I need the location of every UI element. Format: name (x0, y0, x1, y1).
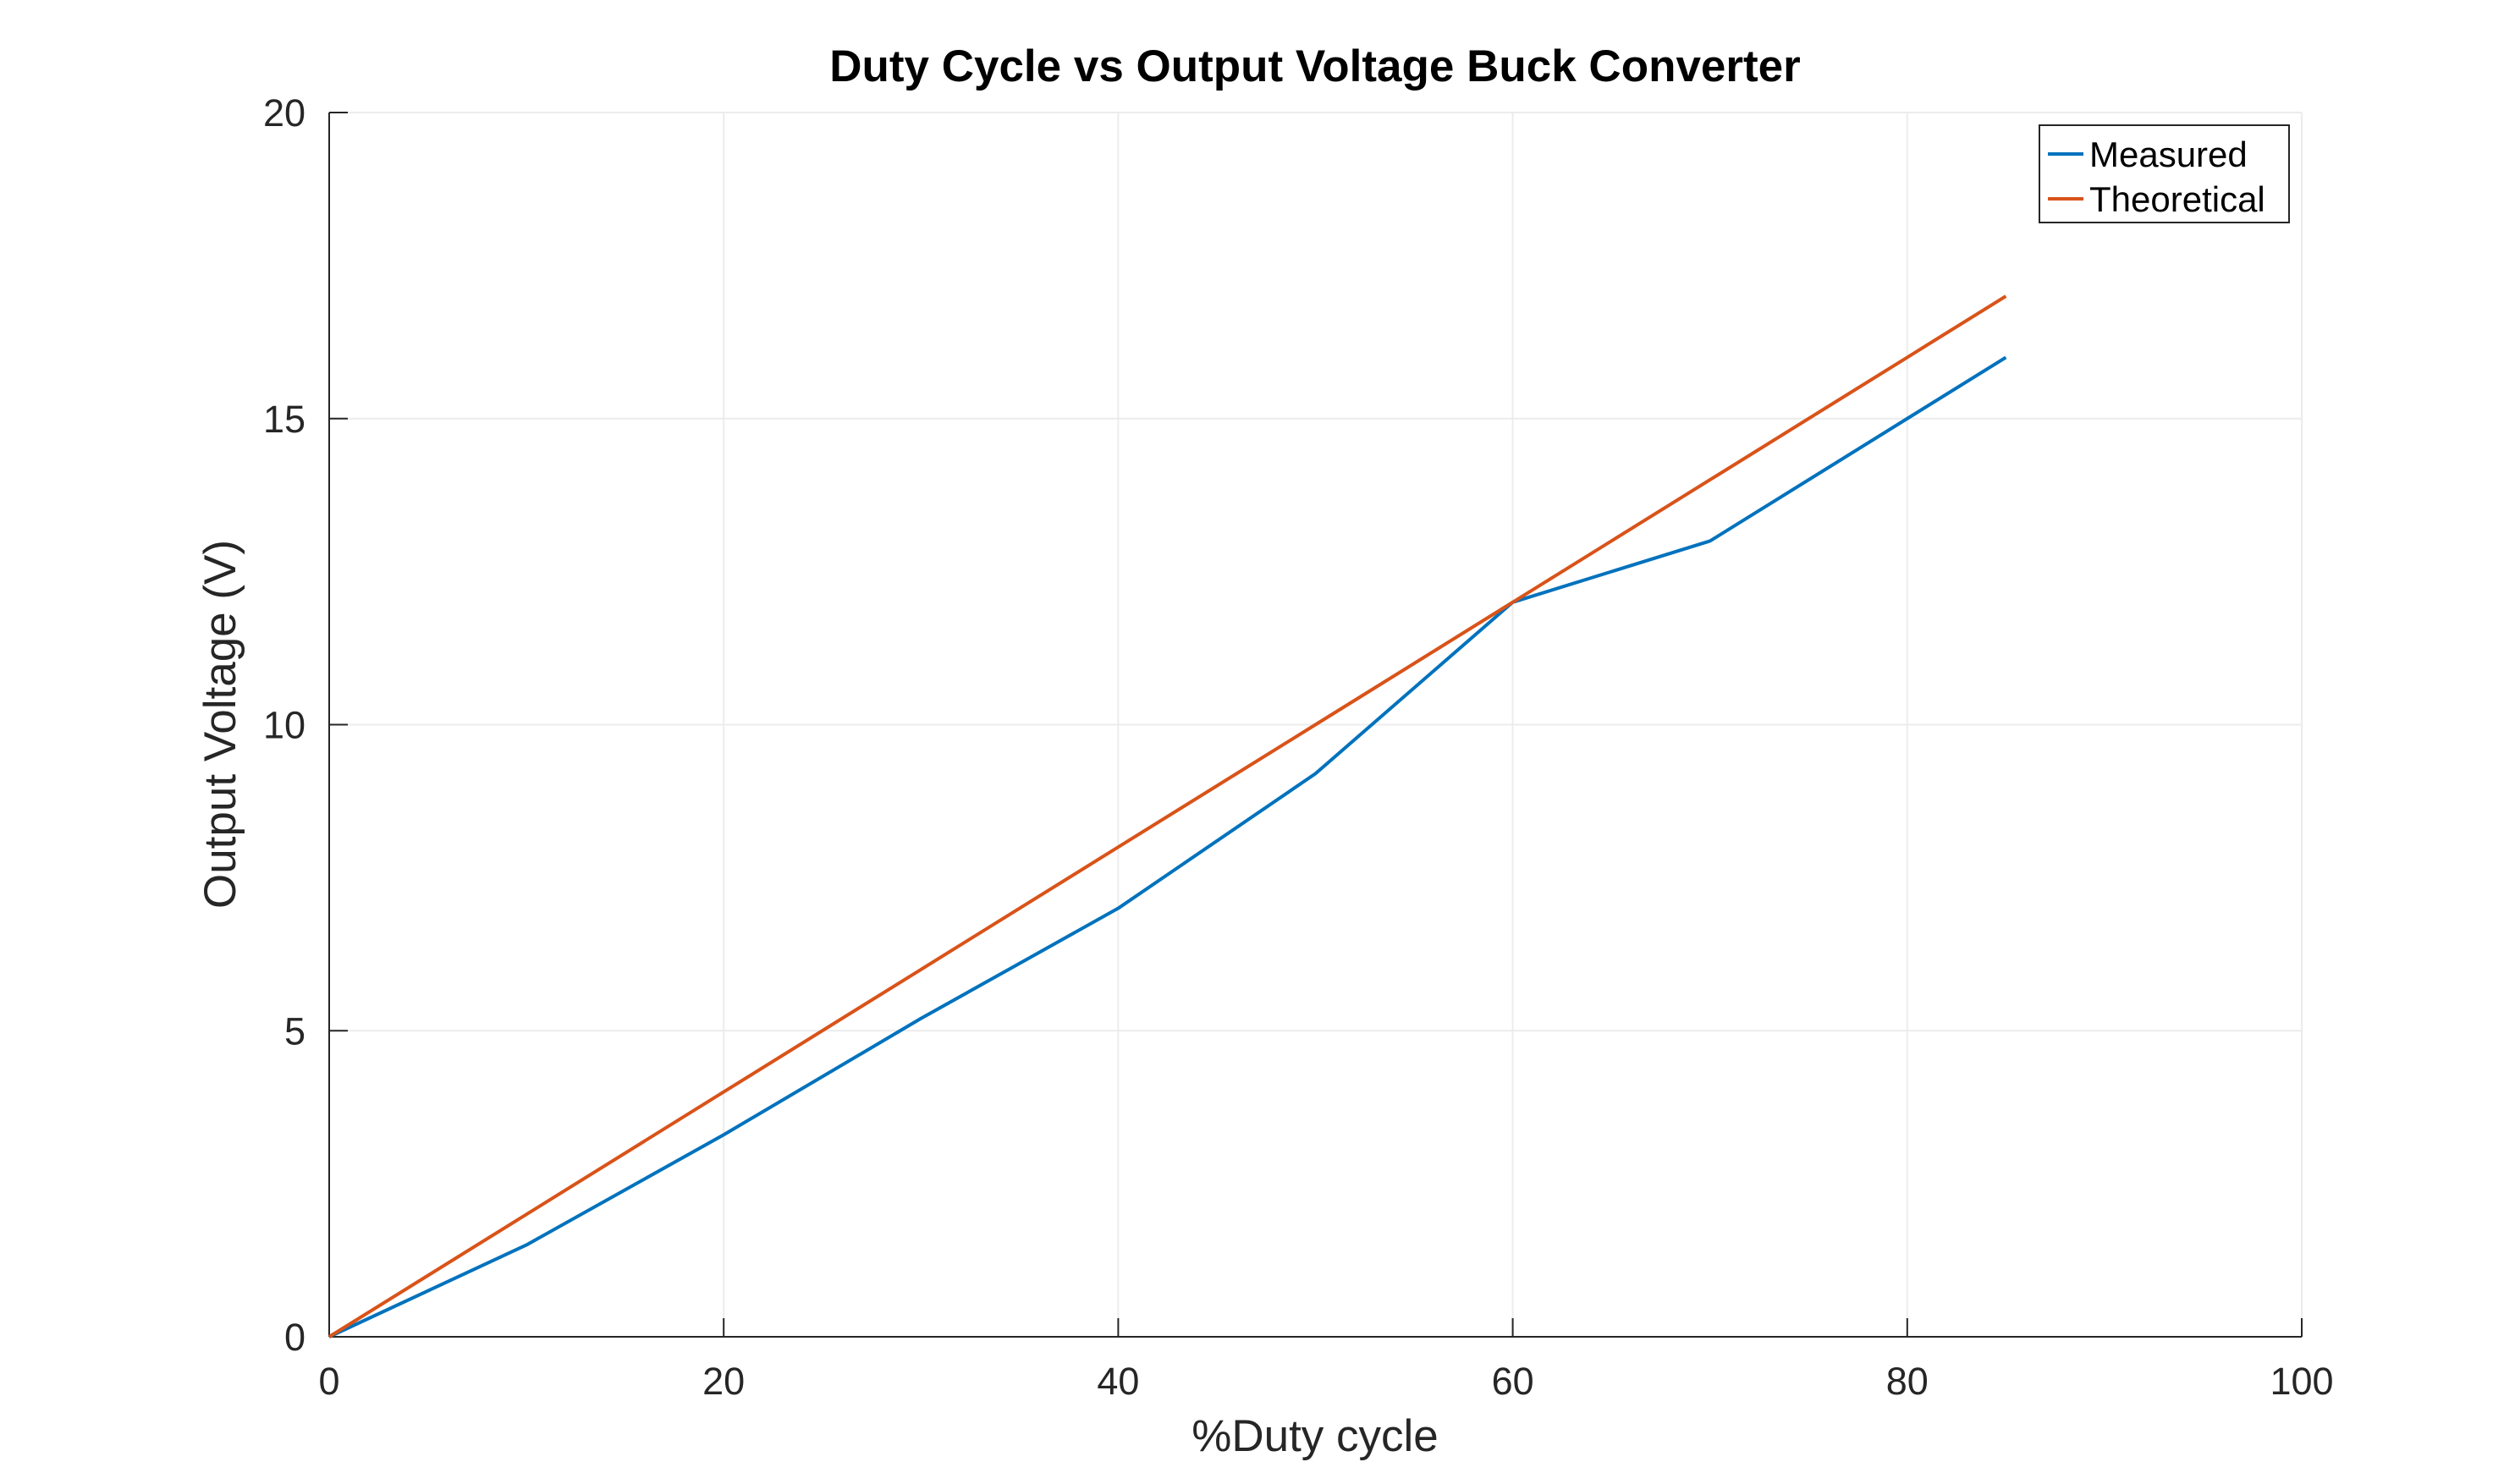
legend-label-measured: Measured (2089, 135, 2248, 174)
legend-box (2039, 124, 2290, 223)
y-tick-label: 5 (284, 1009, 305, 1053)
y-tick-label: 20 (263, 91, 305, 135)
x-tick-label: 100 (2270, 1360, 2333, 1403)
plot-area: 0 20 40 60 80 100 0 5 10 15 20 (263, 91, 2334, 1403)
legend: Measured Theoretical (2039, 124, 2290, 223)
x-tick-label: 40 (1097, 1360, 1139, 1403)
x-axis-label: %Duty cycle (1191, 1411, 1439, 1461)
x-tick-label: 20 (702, 1360, 745, 1403)
chart-title: Duty Cycle vs Output Voltage Buck Conver… (829, 41, 1801, 91)
legend-label-theoretical: Theoretical (2089, 179, 2265, 219)
series-line-measured (328, 355, 2007, 1338)
x-tick-label: 80 (1886, 1360, 1929, 1403)
y-tick-label: 0 (284, 1316, 305, 1359)
x-tick-label: 60 (1492, 1360, 1534, 1403)
y-tick-label: 10 (263, 704, 305, 747)
x-tick-label: 0 (318, 1360, 339, 1403)
y-axis-label: Output Voltage (V) (195, 540, 245, 909)
series-line-theoretical (327, 294, 2007, 1338)
data-series (327, 294, 2007, 1338)
axes: 0 20 40 60 80 100 0 5 10 15 20 (263, 91, 2334, 1403)
y-tick-label: 15 (263, 398, 305, 441)
